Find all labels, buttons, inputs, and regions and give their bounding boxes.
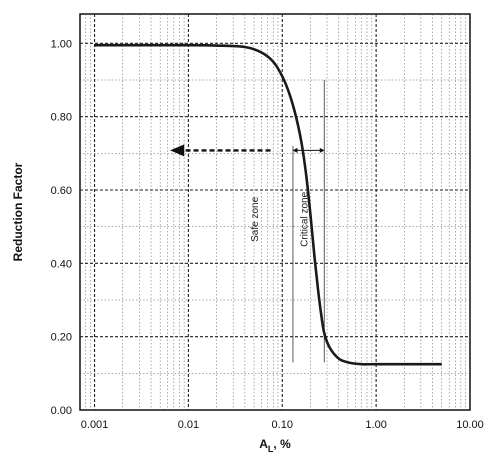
series-line-reduction-factor [94,43,442,366]
x-axis-title: AL, % [259,437,291,454]
y-tick-label: 0.20 [51,332,72,344]
y-tick-label: 1.00 [51,38,72,50]
grid-layer [80,14,470,410]
x-tick-label: 10.00 [456,419,484,431]
x-axis-title-suffix: , % [273,437,291,451]
x-tick-label: 0.01 [178,419,199,431]
x-axis-title-main: A [259,437,268,451]
x-tick-label: 0.10 [272,419,293,431]
x-tick-label: 0.001 [81,419,109,431]
x-tick-label: 1.00 [365,419,386,431]
y-tick-label: 0.40 [51,258,72,270]
plot-frame [79,13,471,411]
critical-zone-label: Critical zone [299,191,310,246]
y-tick-label: 0.60 [51,185,72,197]
x-axis-title-subscript: L [268,444,274,454]
safe-zone-label: Safe zone [250,196,261,241]
y-tick-label: 0.80 [51,112,72,124]
tick-layer: 0.001 0.01 0.10 1.00 10.00 0.00 0.20 0.40 0.60 0.… [51,38,484,431]
y-axis-title: Reduction Factor [11,162,25,261]
annotation-layer: Safe zone Critical zone [170,80,325,363]
safe-direction-arrowhead [170,144,185,157]
y-tick-label: 0.00 [51,405,72,417]
